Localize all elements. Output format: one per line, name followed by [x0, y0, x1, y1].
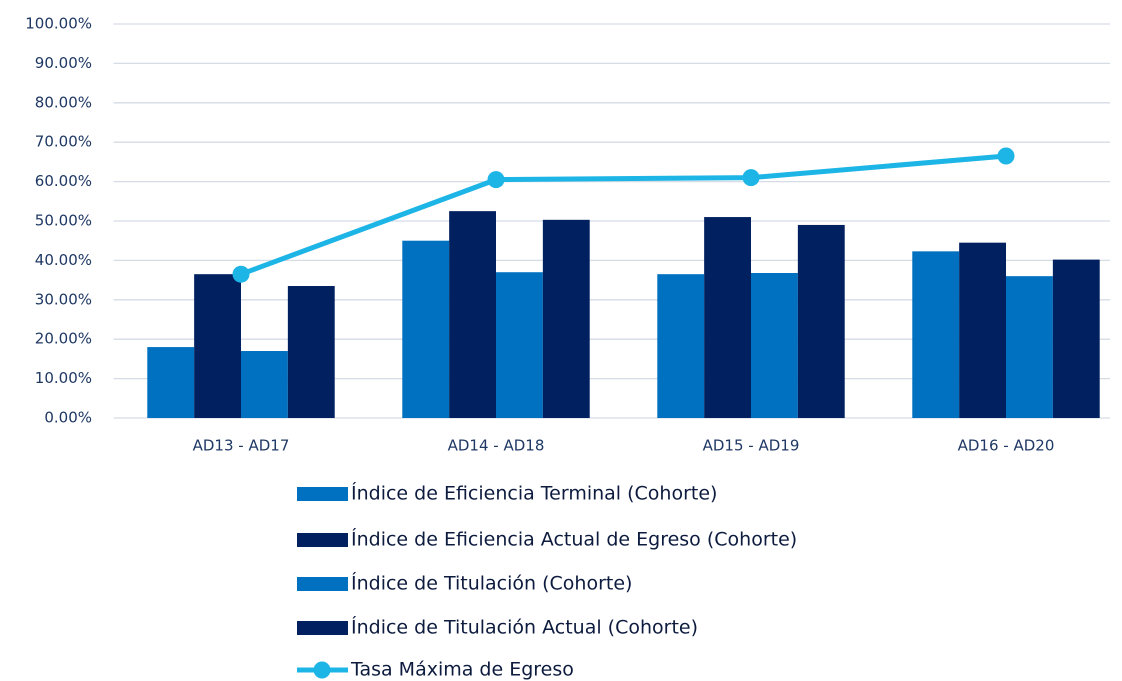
bar — [496, 272, 543, 418]
bar — [1052, 259, 1100, 418]
y-tick-label: 0.00% — [44, 409, 92, 427]
y-tick-label: 50.00% — [35, 212, 92, 230]
bar — [751, 273, 798, 418]
line-point — [487, 171, 505, 189]
bar — [657, 274, 705, 418]
y-tick-label: 100.00% — [25, 15, 92, 33]
legend-swatch — [297, 621, 348, 635]
legend-label: Índice de Eficiencia Terminal (Cohorte) — [351, 482, 717, 505]
legend-swatch — [297, 533, 348, 547]
y-tick-label: 30.00% — [35, 290, 92, 308]
y-tick-label: 20.00% — [35, 330, 92, 348]
bar — [1006, 276, 1053, 418]
bar — [797, 224, 845, 418]
bar — [147, 347, 195, 418]
bar — [241, 351, 288, 418]
legend-label: Índice de Titulación Actual (Cohorte) — [351, 616, 698, 639]
line-point — [742, 169, 760, 187]
bar — [912, 251, 960, 418]
y-tick-label: 90.00% — [35, 54, 92, 72]
x-tick-label: AD16 - AD20 — [958, 437, 1055, 455]
bar — [287, 286, 335, 418]
y-tick-label: 70.00% — [35, 133, 92, 151]
bar — [402, 240, 450, 418]
legend-swatch — [313, 661, 331, 679]
bar — [542, 219, 590, 418]
x-tick-label: AD14 - AD18 — [448, 437, 545, 455]
y-tick-label: 10.00% — [35, 369, 92, 387]
y-tick-label: 60.00% — [35, 172, 92, 190]
y-tick-label: 40.00% — [35, 251, 92, 269]
legend-swatch — [297, 577, 348, 591]
x-tick-label: AD13 - AD17 — [193, 437, 290, 455]
line-point — [232, 265, 250, 283]
bar — [449, 211, 496, 418]
x-tick-label: AD15 - AD19 — [703, 437, 800, 455]
legend-label: Índice de Titulación (Cohorte) — [351, 572, 632, 595]
line — [240, 153, 1007, 277]
line-point — [997, 147, 1015, 165]
bar — [194, 274, 241, 418]
bar — [959, 242, 1006, 418]
legend-label: Índice de Eficiencia Actual de Egreso (C… — [351, 528, 797, 551]
y-tick-label: 80.00% — [35, 93, 92, 111]
bar — [704, 217, 751, 418]
legend-swatch — [297, 487, 348, 501]
legend-label: Tasa Máxima de Egreso — [350, 659, 574, 681]
